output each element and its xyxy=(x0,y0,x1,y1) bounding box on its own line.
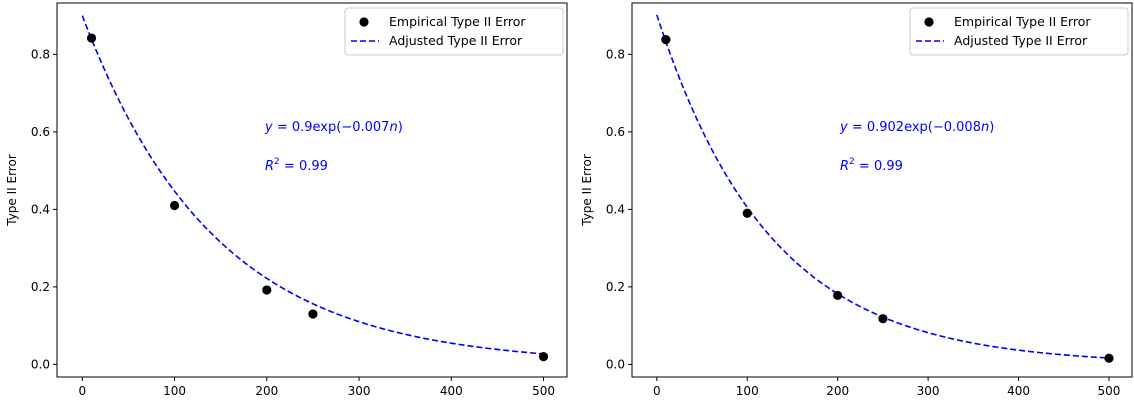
data-point xyxy=(262,285,272,295)
y-tick-label: 0.0 xyxy=(606,357,625,371)
x-tick-label: 500 xyxy=(532,384,555,398)
x-tick-label: 300 xyxy=(348,384,371,398)
r-squared-value: = 0.99 xyxy=(280,159,328,174)
chart-panel-1: 0 100 200 300 400 500 0.0 0.2 0.4 0.6 0.8 Type II E… xyxy=(5,2,568,398)
y-axis-label: Type II Error xyxy=(580,154,594,227)
equation-annotation: y = 0.902exp(−0.008n) xyxy=(839,120,994,135)
equation-y: y xyxy=(839,120,848,135)
r-squared-r: R xyxy=(840,159,849,174)
fitted-curve xyxy=(656,14,1110,359)
legend: Empirical Type II Error Adjusted Type II … xyxy=(344,7,564,56)
y-tick-label: 0.6 xyxy=(606,125,625,139)
x-tick-label: 200 xyxy=(826,384,849,398)
data-point xyxy=(86,33,97,43)
y-tick-label: 0.2 xyxy=(31,280,50,294)
equation-annotation: y = 0.9exp(−0.007n) xyxy=(264,120,403,135)
legend-label-adjusted: Adjusted Type II Error xyxy=(954,33,1088,48)
legend-label-empirical: Empirical Type II Error xyxy=(389,14,526,29)
data-point xyxy=(1104,353,1114,363)
plot-frame xyxy=(631,2,1133,378)
y-tick-label: 0.8 xyxy=(31,47,50,61)
x-tick-label: 200 xyxy=(255,384,278,398)
y-tick-label: 0.4 xyxy=(31,202,50,216)
equation-body: = 0.9exp(−0.007 xyxy=(273,120,390,135)
y-tick-label: 0.4 xyxy=(606,202,625,216)
r-squared-r: R xyxy=(265,159,274,174)
y-axis-label: Type II Error xyxy=(5,154,19,227)
legend: Empirical Type II Error Adjusted Type II … xyxy=(909,7,1129,56)
data-point xyxy=(169,200,180,211)
plot-frame xyxy=(56,2,568,378)
legend-label-adjusted: Adjusted Type II Error xyxy=(389,33,523,48)
x-tick-label: 100 xyxy=(163,384,186,398)
r-squared-value: = 0.99 xyxy=(855,159,903,174)
x-tick-label: 400 xyxy=(440,384,463,398)
r-squared-annotation: R2 = 0.99 xyxy=(265,157,328,174)
y-tick-label: 0.2 xyxy=(606,280,625,294)
equation-n: n xyxy=(981,120,989,135)
r-squared-exp: 2 xyxy=(849,157,855,167)
data-point xyxy=(878,314,888,324)
data-point xyxy=(742,208,752,218)
equation-close: ) xyxy=(398,120,403,135)
equation-close: ) xyxy=(989,120,994,135)
fitted-curve xyxy=(81,15,544,355)
y-tick-label: 0.8 xyxy=(606,47,625,61)
equation-body: = 0.902exp(−0.008 xyxy=(848,120,981,135)
legend-marker-empirical xyxy=(924,17,934,27)
x-tick-label: 0 xyxy=(78,384,86,398)
x-tick-label: 500 xyxy=(1098,384,1121,398)
chart-panel-2: 0 100 200 300 400 500 0.0 0.2 0.4 0.6 0.8 Type II E… xyxy=(580,2,1133,398)
r-squared-exp: 2 xyxy=(274,157,280,167)
x-tick-label: 100 xyxy=(736,384,759,398)
equation-n: n xyxy=(389,120,397,135)
data-point xyxy=(308,309,318,319)
r-squared-annotation: R2 = 0.99 xyxy=(840,157,903,174)
x-tick-label: 0 xyxy=(653,384,661,398)
equation-y: y xyxy=(264,120,273,135)
x-tick-label: 400 xyxy=(1007,384,1030,398)
y-tick-label: 0.6 xyxy=(31,125,50,139)
y-tick-label: 0.0 xyxy=(31,357,50,371)
legend-box xyxy=(344,7,564,56)
data-point xyxy=(661,35,671,45)
data-point xyxy=(538,352,549,362)
x-tick-label: 300 xyxy=(917,384,940,398)
legend-marker-empirical xyxy=(359,17,369,27)
data-point xyxy=(833,290,843,301)
legend-label-empirical: Empirical Type II Error xyxy=(954,14,1091,29)
legend-box xyxy=(909,7,1129,56)
